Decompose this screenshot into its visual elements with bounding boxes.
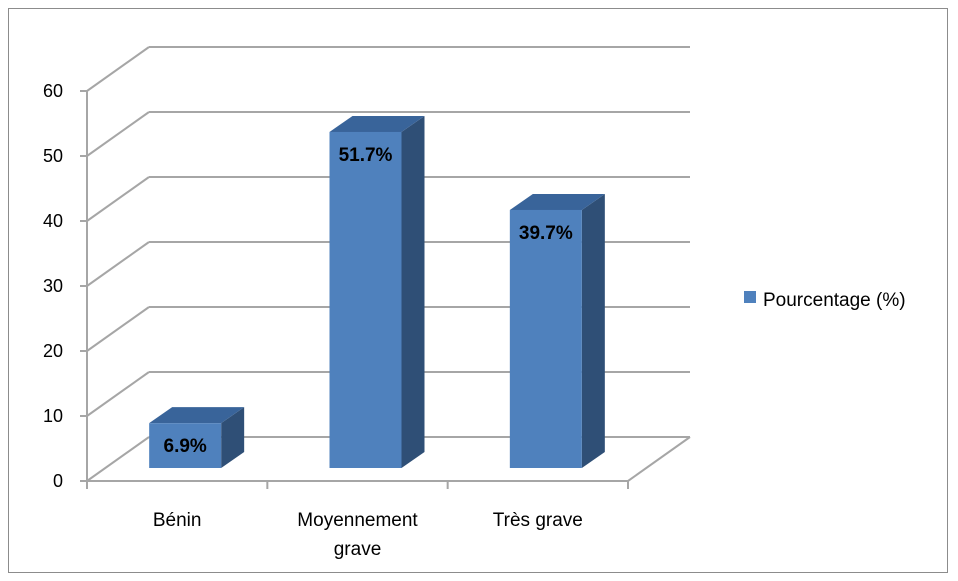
y-tick-label: 0 <box>53 471 63 491</box>
y-tick-label: 40 <box>43 211 63 231</box>
label-layer: 6.9% 51.7% 39.7% <box>164 145 573 457</box>
data-label: 51.7% <box>339 145 393 166</box>
gridline <box>86 46 690 92</box>
y-tick-label: 30 <box>43 276 63 296</box>
gridline-side <box>86 176 150 222</box>
bar-side <box>581 193 605 468</box>
gridline-side <box>86 306 150 352</box>
legend-label: Pourcentage (%) <box>763 290 906 311</box>
y-tick-label: 50 <box>43 146 63 166</box>
bar-side <box>401 115 425 468</box>
x-category-label: grave <box>334 539 382 560</box>
gridline-side <box>86 241 150 287</box>
bar <box>329 115 425 468</box>
bar-layer <box>149 115 605 468</box>
x-category-label: Bénin <box>153 510 202 531</box>
y-tick-label: 60 <box>43 81 63 101</box>
bar <box>509 193 605 468</box>
y-tick-label: 10 <box>43 406 63 426</box>
bar-front <box>149 423 222 468</box>
bar-front <box>329 131 402 468</box>
bar-top <box>329 115 425 132</box>
bar-side <box>221 407 245 468</box>
data-label: 6.9% <box>164 436 207 457</box>
gridline-side <box>86 371 150 417</box>
legend-swatch <box>744 291 756 303</box>
legend: Pourcentage (%) <box>744 290 906 311</box>
bar-top <box>509 193 605 210</box>
bar-top <box>149 407 245 424</box>
gridline-side <box>86 111 150 157</box>
y-tick-label: 20 <box>43 341 63 361</box>
x-category-label: Moyennement <box>297 510 418 531</box>
gridline-side <box>86 436 150 482</box>
axis-layer: 0 10 20 30 40 50 60 Bénin Moyennement grave Très g… <box>43 81 629 560</box>
floor-right <box>627 436 691 482</box>
chart-frame <box>8 8 948 573</box>
gridline <box>86 111 690 157</box>
bar <box>149 407 245 468</box>
data-label: 39.7% <box>519 223 573 244</box>
bar-front <box>509 209 582 468</box>
gridline-side <box>86 46 150 92</box>
x-category-label: Très grave <box>493 510 583 531</box>
